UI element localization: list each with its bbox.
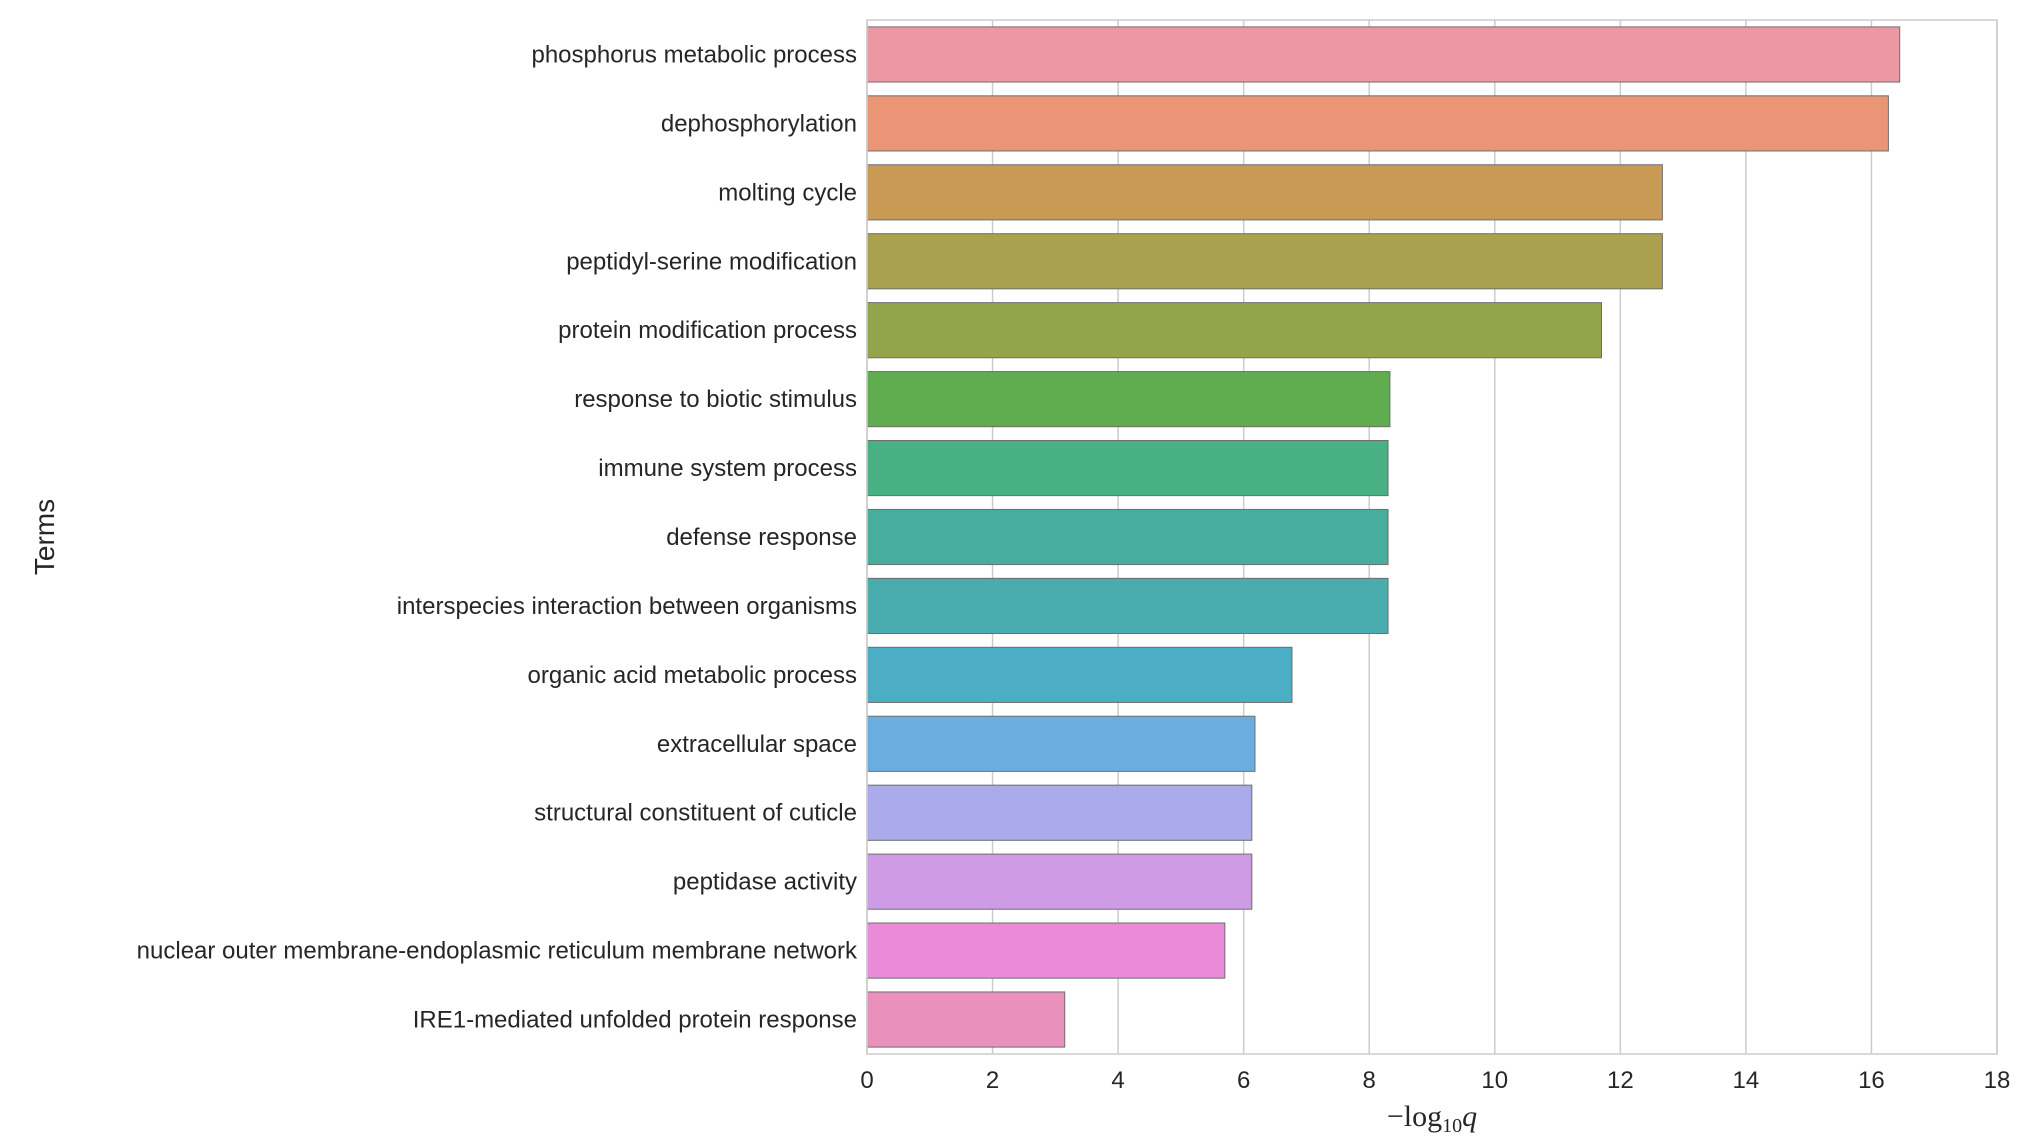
x-tick-label: 10 — [1481, 1067, 1508, 1094]
bar — [866, 646, 1293, 703]
category-label: nuclear outer membrane-endoplasmic retic… — [137, 938, 858, 965]
bar — [866, 26, 1901, 83]
bar — [866, 715, 1256, 772]
category-label: structural constituent of cuticle — [534, 800, 857, 827]
category-label: phosphorus metabolic process — [531, 41, 857, 68]
x-tick-label: 4 — [1111, 1067, 1124, 1094]
category-label: organic acid metabolic process — [528, 662, 858, 689]
x-tick-label: 6 — [1237, 1067, 1250, 1094]
category-label: response to biotic stimulus — [574, 386, 857, 413]
x-tick-label: 18 — [1984, 1067, 2011, 1094]
bar — [866, 95, 1889, 152]
bar — [866, 577, 1389, 635]
x-tick-label: 16 — [1858, 1067, 1885, 1094]
x-tick-label: 2 — [986, 1067, 999, 1094]
bar — [866, 508, 1389, 566]
category-label: interspecies interaction between organis… — [397, 593, 857, 620]
bar — [866, 784, 1253, 841]
category-label: immune system process — [598, 455, 857, 482]
plot-frame — [866, 19, 1998, 1055]
category-labels: phosphorus metabolic process dephosphoryl… — [137, 41, 858, 1033]
x-tick-label: 12 — [1607, 1067, 1634, 1094]
category-label: dephosphorylation — [661, 110, 857, 137]
bar — [866, 164, 1663, 221]
bar — [866, 853, 1253, 910]
y-axis-title: Terms — [29, 499, 60, 575]
x-axis-title-subscript: 10 — [1442, 1115, 1462, 1137]
category-label: protein modification process — [558, 317, 857, 344]
x-axis-title-prefix: −log — [1387, 1100, 1442, 1133]
category-label: molting cycle — [718, 179, 857, 206]
bar — [866, 991, 1066, 1048]
x-tick-label: 0 — [860, 1067, 873, 1094]
category-label: extracellular space — [657, 731, 857, 758]
bar — [866, 922, 1226, 979]
bar — [866, 371, 1391, 428]
x-axis-title-variable: q — [1462, 1100, 1477, 1133]
x-axis-title: −log10q — [1387, 1100, 1477, 1137]
category-label: defense response — [666, 524, 857, 551]
bar — [866, 302, 1602, 359]
bar — [866, 233, 1663, 290]
x-tick-labels: 0 2 4 6 8 10 12 14 16 18 — [860, 1067, 2010, 1094]
bar — [866, 439, 1389, 497]
category-label: peptidase activity — [673, 869, 857, 896]
x-tick-label: 8 — [1363, 1067, 1376, 1094]
category-label: peptidyl-serine modification — [566, 248, 857, 275]
category-label: IRE1-mediated unfolded protein response — [413, 1007, 857, 1034]
bars — [866, 26, 1901, 1048]
x-tick-label: 14 — [1733, 1067, 1760, 1094]
